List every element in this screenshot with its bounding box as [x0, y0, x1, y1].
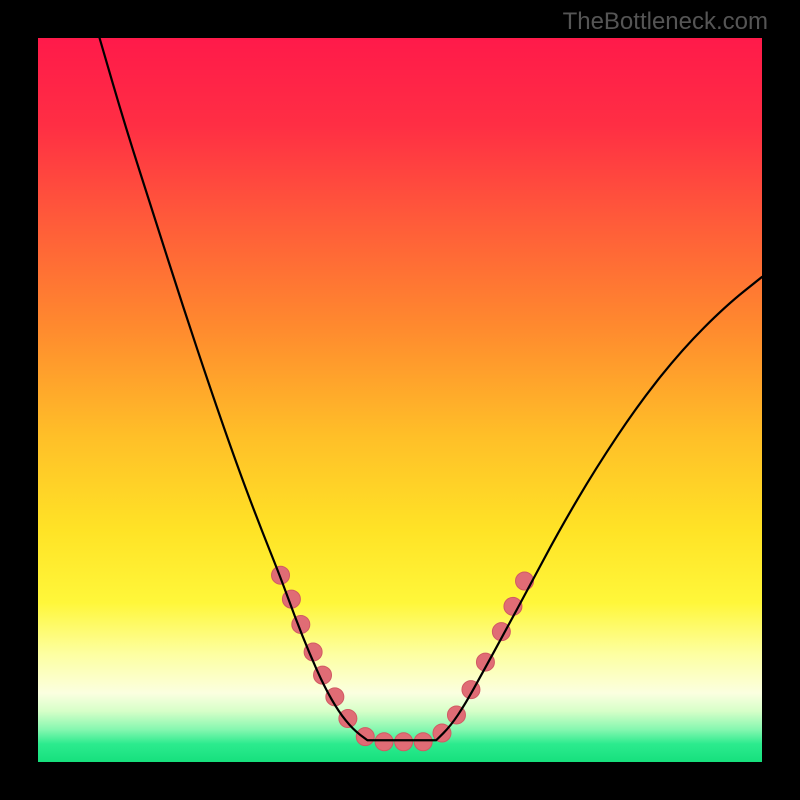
curve-marker — [375, 733, 393, 751]
curve-marker — [356, 728, 374, 746]
curve-marker — [395, 733, 413, 751]
curve-marker — [516, 572, 534, 590]
gradient-background — [38, 38, 762, 762]
plot-svg — [38, 38, 762, 762]
plot-frame — [38, 38, 762, 762]
watermark-text: TheBottleneck.com — [563, 8, 768, 36]
curve-marker — [339, 710, 357, 728]
curve-marker — [414, 733, 432, 751]
